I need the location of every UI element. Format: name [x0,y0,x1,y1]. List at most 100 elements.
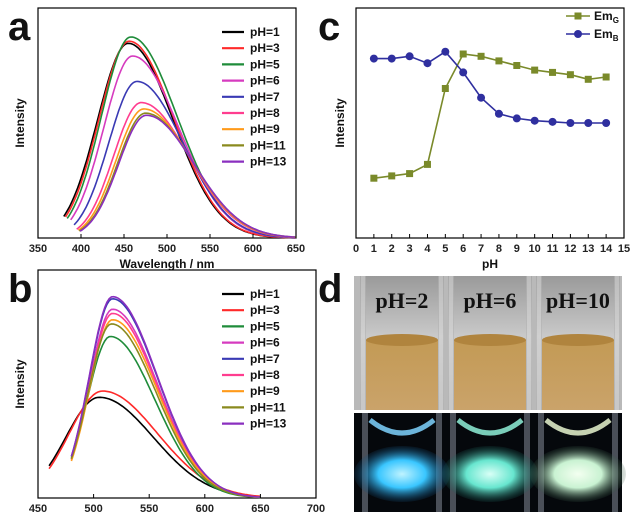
c-xtick-label: 10 [529,243,541,255]
b-curve-pH8 [70,312,261,498]
c-point-EmG [549,68,557,76]
a-legend-label: pH=3 [250,41,280,55]
vial-1-uv [354,413,450,512]
c-point-EmB [423,59,432,68]
c-point-EmB [584,119,593,127]
a-legend-label: pH=7 [250,90,280,104]
photo-label-ph10: pH=10 [546,288,610,313]
a-xtick-label: 350 [29,243,47,255]
b-legend-label: pH=5 [250,319,280,333]
c-point-EmB [512,114,521,123]
b-xtick-label: 650 [251,503,269,512]
vial-3-daylight [536,276,620,410]
b-xtick-label: 500 [84,503,102,512]
c-point-EmG [602,73,610,81]
a-xtick-label: 550 [201,243,219,255]
c-xtick-label: 9 [514,243,520,255]
c-point-EmB [441,47,450,56]
c-xtick-label: 8 [496,243,502,255]
c-point-EmB [477,93,486,102]
c-point-EmG [370,174,378,182]
a-legend-label: pH=5 [250,57,280,71]
c-point-EmG [459,50,467,58]
c-xtick-label: 6 [460,243,466,255]
a-legend-label: pH=11 [250,138,286,152]
photo-uv [354,413,626,512]
panel-letter-c: c [318,5,340,49]
b-curve-pH11 [70,323,261,499]
photo-label-ph6: pH=6 [464,288,517,313]
photo-daylight: pH=2 pH=6 pH=10 [354,276,622,410]
a-curve-pH7 [73,80,297,239]
c-xtick-label: 15 [618,243,630,255]
c-point-EmB [530,116,539,125]
panel-letter-a: a [8,5,31,49]
panel-b-frame [37,269,317,499]
c-point-EmB [548,117,557,126]
panel-c-ylabel: Intensity [333,98,347,148]
panel-a-curves [63,36,297,239]
a-xtick-label: 650 [287,243,305,255]
panel-a-ticks: 350 400 450 500 550 600 650 [29,234,305,255]
c-point-EmG [388,172,396,180]
b-curve-pH13 [70,295,261,498]
panel-b-curves [48,295,261,499]
a-legend-label: pH=8 [250,106,280,120]
c-point-EmG [495,57,503,65]
c-point-EmG [566,71,574,79]
c-point-EmB [566,119,575,127]
c-point-EmG [513,62,521,69]
a-xtick-label: 450 [115,243,133,255]
c-point-EmG [441,85,449,92]
c-xtick-label: 14 [600,243,613,255]
c-xtick-label: 5 [442,243,448,255]
b-legend-label: pH=1 [250,287,280,301]
panel-a-legend: pH=1 pH=3 pH=5 pH=6 pH=7 pH=8 pH=9 pH=11 pH=13 [222,25,287,169]
c-xtick-label: 11 [547,243,559,255]
c-xtick-label: 12 [564,243,576,255]
b-legend-label: pH=8 [250,368,280,382]
c-xtick-label: 3 [407,243,413,255]
panel-c-series [369,47,611,182]
c-point-EmB [602,119,611,127]
b-legend-label: pH=13 [250,417,287,431]
c-legend-label: EmG [594,9,619,25]
panel-a-chart: 350 400 450 500 550 600 650 pH=1pH=3pH=5pH=6pH… [13,7,305,271]
c-xtick-label: 2 [389,243,395,255]
c-legend-marker [574,30,582,38]
panel-b-ticks: 450 500 550 600 650 700 [29,494,325,512]
vial-2-daylight [448,276,532,410]
c-point-EmG [423,160,431,168]
c-xtick-label: 7 [478,243,484,255]
panel-letter-b: b [8,267,32,311]
c-legend-label: EmB [594,27,619,43]
a-curve-pH13 [79,114,296,238]
c-point-EmB [459,68,468,77]
c-legend-marker [574,12,582,20]
b-legend-label: pH=7 [250,352,280,366]
a-legend-label: pH=9 [250,122,280,136]
panel-b-legend: pH=1 pH=3 pH=5 pH=6 pH=7 pH=8 pH=9 pH=11 pH=13 [222,287,287,431]
panel-c-legend: EmG EmB [566,9,619,43]
c-point-EmG [531,66,539,74]
b-xtick-label: 450 [29,503,47,512]
b-xtick-label: 700 [307,503,325,512]
panel-c-xlabel: pH [482,257,498,271]
panel-a-xlabel: Wavelength / nm [120,257,215,271]
a-curve-pH3 [64,40,296,239]
c-xtick-label: 0 [353,243,359,255]
a-legend-label: pH=13 [250,155,287,169]
c-point-EmB [387,54,396,63]
b-legend-label: pH=9 [250,384,280,398]
b-legend-label: pH=3 [250,303,280,317]
a-xtick-label: 600 [244,243,262,255]
b-xtick-label: 600 [196,503,214,512]
a-xtick-label: 500 [158,243,176,255]
c-point-EmB [494,109,503,118]
c-point-EmG [406,170,414,178]
a-xtick-label: 400 [72,243,90,255]
c-point-EmB [369,54,378,63]
b-xtick-label: 550 [140,503,158,512]
